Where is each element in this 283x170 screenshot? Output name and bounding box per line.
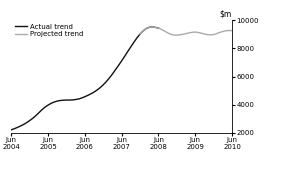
Line: Projected trend: Projected trend [140,27,232,35]
Actual trend [102,84,105,86]
Projected trend [200,32,203,34]
Actual trend [86,94,90,96]
Projected trend [157,27,160,29]
Projected trend [166,32,169,34]
Actual trend [43,106,47,108]
Actual trend [117,64,120,66]
Actual trend [135,37,139,39]
Actual trend [98,87,102,89]
Actual trend [145,28,148,30]
Actual trend [105,81,108,83]
Actual trend [147,26,151,28]
Actual trend [138,33,142,35]
Projected trend [184,33,188,35]
Actual trend [132,41,136,43]
Projected trend [224,30,228,32]
Actual trend [50,102,53,104]
Projected trend [212,33,215,36]
Projected trend [172,34,175,36]
Actual trend [74,98,77,100]
Actual trend [25,122,28,124]
Projected trend [218,31,222,33]
Projected trend [160,28,163,30]
Projected trend [206,34,209,36]
Actual trend [120,60,123,62]
Actual trend [126,50,130,52]
Projected trend [230,30,234,32]
Projected trend [163,30,166,32]
Projected trend [181,33,185,35]
Actual trend [13,128,16,130]
Actual trend [46,104,50,106]
Projected trend [197,31,200,33]
Actual trend [77,98,80,100]
Projected trend [227,29,231,31]
Projected trend [147,26,151,28]
Actual trend [37,112,41,114]
Actual trend [34,115,38,117]
Actual trend [157,27,160,29]
Actual trend [28,120,31,122]
Actual trend [19,125,22,127]
Projected trend [215,33,218,35]
Projected trend [209,34,212,36]
Line: Actual trend: Actual trend [11,27,158,130]
Actual trend [62,99,65,101]
Actual trend [16,126,19,128]
Actual trend [68,99,71,101]
Actual trend [80,97,83,99]
Actual trend [129,46,132,48]
Projected trend [190,31,194,33]
Legend: Actual trend, Projected trend: Actual trend, Projected trend [15,24,83,37]
Text: $m: $m [220,9,232,18]
Projected trend [178,34,182,36]
Actual trend [83,96,87,98]
Actual trend [10,129,13,131]
Actual trend [114,69,117,71]
Actual trend [154,26,157,28]
Actual trend [123,55,127,57]
Actual trend [108,77,111,79]
Actual trend [31,117,35,119]
Projected trend [145,28,148,30]
Projected trend [187,32,191,34]
Actual trend [95,89,99,91]
Actual trend [111,73,114,75]
Projected trend [221,30,224,32]
Projected trend [154,26,157,28]
Projected trend [138,33,142,35]
Actual trend [92,91,96,93]
Actual trend [142,30,145,32]
Actual trend [40,109,44,111]
Projected trend [203,33,206,35]
Projected trend [175,34,179,36]
Projected trend [142,30,145,32]
Actual trend [151,26,154,28]
Projected trend [194,31,197,33]
Actual trend [22,123,25,125]
Actual trend [89,93,93,95]
Actual trend [65,99,68,101]
Actual trend [59,99,62,101]
Projected trend [151,26,154,28]
Projected trend [169,33,172,35]
Actual trend [53,101,56,103]
Actual trend [55,100,59,102]
Actual trend [71,99,74,101]
